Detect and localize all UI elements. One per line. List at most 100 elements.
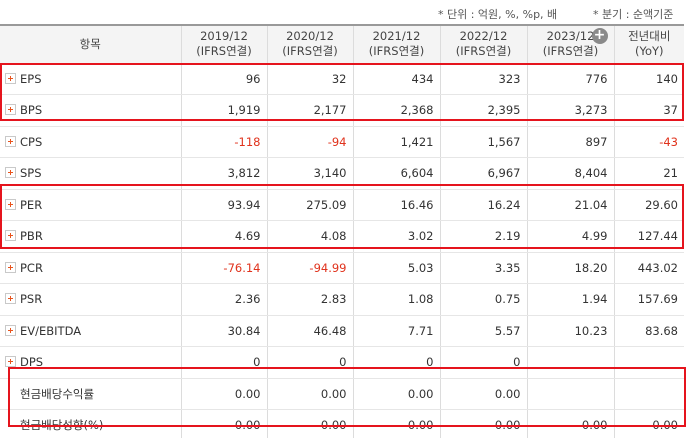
table-row: 현금배당수익률 0.00 0.00 0.00 0.00 [0, 378, 684, 410]
value-cell: 2,177 [266, 94, 353, 127]
yoy-cell [613, 346, 684, 379]
yoy-cell: 29.60 [613, 189, 684, 221]
value-cell: 434 [352, 63, 440, 95]
row-label: 현금배당수익률 [20, 386, 95, 401]
value-cell: 2,395 [439, 94, 527, 127]
yoy-cell: 157.69 [613, 283, 684, 316]
header-period-label: 2021/12 [372, 29, 421, 44]
financial-ratio-table: 항목 2019/12 (IFRS연결) 2020/12 (IFRS연결) 202… [0, 24, 684, 438]
value-cell: -94 [266, 126, 353, 158]
value-cell: 2.83 [266, 283, 353, 316]
header-period-2020: 2020/12 (IFRS연결) [266, 24, 353, 64]
value-cell: 3,273 [526, 94, 614, 127]
header-standard-label: (IFRS연결) [368, 44, 425, 59]
row-label: PER [20, 197, 43, 212]
value-cell: 4.69 [180, 220, 267, 253]
value-cell: 0.00 [180, 409, 267, 438]
value-cell: 897 [526, 126, 614, 158]
value-cell: 0 [180, 346, 267, 379]
expand-plus-icon[interactable] [5, 72, 16, 84]
table-row: PBR 4.69 4.08 3.02 2.19 4.99 127.44 [0, 220, 684, 253]
value-cell: 96 [180, 63, 267, 95]
yoy-cell: -43 [613, 126, 684, 158]
table-row: PSR 2.36 2.83 1.08 0.75 1.94 157.69 [0, 283, 684, 316]
value-cell: 323 [439, 63, 527, 95]
value-cell: 21.04 [526, 189, 614, 221]
quarter-note: * 분기 : 순액기준 [593, 8, 674, 21]
row-label-cell: PSR [0, 283, 181, 316]
value-cell: -94.99 [266, 252, 353, 284]
value-cell: -76.14 [180, 252, 267, 284]
row-label: CPS [20, 134, 43, 149]
value-cell: 0.00 [526, 409, 614, 438]
value-cell: 18.20 [526, 252, 614, 284]
unit-notes: * 단위 : 억원, %, %p, 배 * 분기 : 순액기준 [0, 0, 691, 24]
value-cell: 46.48 [266, 315, 353, 347]
table-row: BPS 1,919 2,177 2,368 2,395 3,273 37 [0, 94, 684, 127]
value-cell: 93.94 [180, 189, 267, 221]
value-cell: 5.03 [352, 252, 440, 284]
row-label-cell: EV/EBITDA [0, 315, 181, 347]
value-cell: 3.35 [439, 252, 527, 284]
value-cell: 4.08 [266, 220, 353, 253]
expand-plus-icon[interactable] [5, 104, 16, 116]
value-cell: 0.75 [439, 283, 527, 316]
row-label-cell: DPS [0, 346, 181, 379]
row-label-cell: PCR [0, 252, 181, 284]
yoy-cell: 127.44 [613, 220, 684, 253]
expand-plus-icon[interactable] [5, 324, 16, 336]
header-yoy-sub: (YoY) [634, 44, 664, 59]
expand-plus-icon[interactable] [5, 356, 16, 368]
value-cell: 0 [352, 346, 440, 379]
header-period-label: 2022/12 [459, 29, 508, 44]
row-label: PBR [20, 229, 43, 244]
value-cell: 10.23 [526, 315, 614, 347]
value-cell: 0.00 [439, 378, 527, 410]
expand-plus-icon[interactable] [5, 198, 16, 210]
row-label: EPS [20, 71, 42, 86]
header-item: 항목 [0, 24, 181, 64]
header-period-2019: 2019/12 (IFRS연결) [180, 24, 267, 64]
row-label: 현금배당성향(%) [20, 418, 104, 433]
expand-plus-icon[interactable] [5, 230, 16, 242]
row-label: SPS [20, 166, 42, 181]
value-cell: 8,404 [526, 157, 614, 190]
value-cell: 3,812 [180, 157, 267, 190]
row-label: PSR [20, 292, 43, 307]
value-cell: 0.00 [352, 409, 440, 438]
table-row: CPS -118 -94 1,421 1,567 897 -43 [0, 126, 684, 158]
header-period-label: 2019/12 [200, 29, 248, 44]
value-cell [526, 378, 614, 410]
header-standard-label: (IFRS연결) [542, 44, 599, 59]
value-cell: 1.08 [352, 283, 440, 316]
header-period-2023: 2023/12 (IFRS연결) + [526, 24, 614, 64]
table-body: EPS 96 32 434 323 776 140 BPS 1,919 2,177 2,368 2,3… [0, 63, 684, 438]
value-cell: 275.09 [266, 189, 353, 221]
yoy-cell: 0.00 [613, 409, 684, 438]
row-label-cell: SPS [0, 157, 181, 190]
value-cell: 2.36 [180, 283, 267, 316]
expand-plus-icon[interactable] [5, 167, 16, 179]
header-period-2022: 2022/12 (IFRS연결) [439, 24, 527, 64]
header-yoy-label: 전년대비 [628, 29, 671, 44]
yoy-cell: 37 [613, 94, 684, 127]
value-cell: 6,604 [352, 157, 440, 190]
value-cell: 1,567 [439, 126, 527, 158]
expand-plus-icon[interactable] [5, 261, 16, 273]
table-row: SPS 3,812 3,140 6,604 6,967 8,404 21 [0, 157, 684, 190]
table-row: PCR -76.14 -94.99 5.03 3.35 18.20 443.02 [0, 252, 684, 284]
table-row: PER 93.94 275.09 16.46 16.24 21.04 29.60 [0, 189, 684, 221]
plus-circle-icon[interactable]: + [591, 28, 608, 44]
header-period-label: 2023/12 [546, 29, 595, 44]
row-label: PCR [20, 260, 43, 275]
yoy-cell: 140 [613, 63, 684, 95]
yoy-cell: 443.02 [613, 252, 684, 284]
value-cell: 0.00 [352, 378, 440, 410]
value-cell: 5.57 [439, 315, 527, 347]
expand-plus-icon[interactable] [5, 293, 16, 305]
table-row: DPS 0 0 0 0 [0, 346, 684, 379]
expand-plus-icon[interactable] [5, 135, 16, 147]
value-cell: 3.02 [352, 220, 440, 253]
value-cell: 32 [266, 63, 353, 95]
row-label-cell: 현금배당성향(%) [0, 409, 181, 438]
